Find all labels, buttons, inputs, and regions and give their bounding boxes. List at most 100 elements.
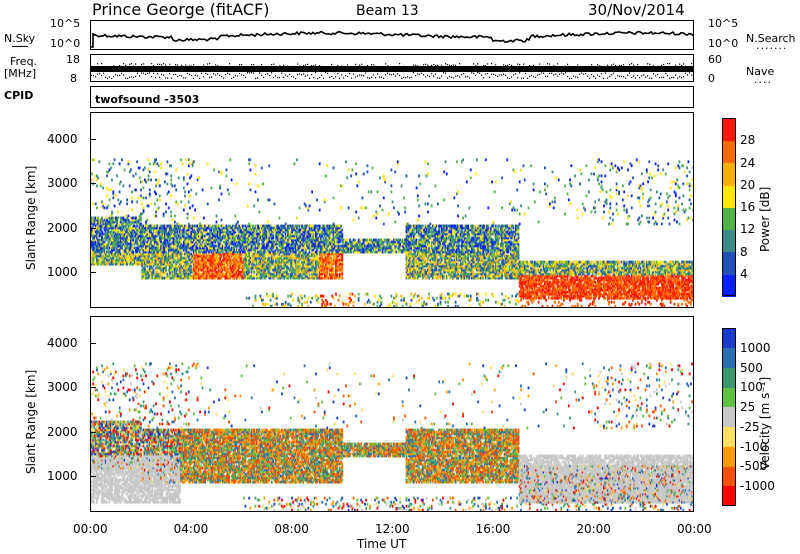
power-cell	[221, 260, 224, 264]
power-cell	[249, 228, 252, 232]
nave-dot	[193, 77, 195, 79]
power-cell	[167, 272, 170, 276]
power-cell	[327, 236, 330, 240]
power-cell	[216, 234, 219, 238]
power-cell	[148, 162, 151, 166]
power-cell	[264, 258, 267, 262]
power-cell	[145, 274, 147, 278]
power-cell	[171, 256, 174, 260]
power-cell	[167, 244, 170, 248]
power-cell	[267, 242, 269, 246]
power-cell	[117, 260, 120, 264]
power-cell	[284, 256, 287, 260]
nave-dot	[399, 74, 401, 77]
power-cell	[157, 230, 160, 234]
power-cell	[170, 264, 173, 268]
power-cell	[281, 248, 283, 252]
power-cell	[179, 232, 181, 236]
power-cell	[330, 236, 332, 240]
power-cell	[113, 234, 116, 238]
power-cell	[125, 260, 127, 264]
power-cell	[131, 246, 134, 250]
power-cell	[304, 230, 307, 234]
power-cell	[99, 218, 102, 222]
power-cell	[313, 226, 316, 230]
power-cell	[112, 240, 115, 244]
power-cell	[332, 274, 335, 278]
power-cell	[245, 230, 248, 234]
power-cell	[311, 252, 313, 256]
power-cell	[335, 256, 337, 260]
power-cell	[294, 244, 297, 248]
power-cell	[218, 268, 220, 272]
power-cell	[122, 220, 125, 224]
power-cell	[155, 162, 157, 166]
power-cell	[116, 234, 118, 238]
power-cell	[141, 248, 144, 252]
power-cell	[151, 244, 154, 248]
nsky-legend-line	[12, 46, 28, 47]
power-cell	[140, 258, 142, 262]
power-cell	[328, 276, 331, 280]
power-cell	[142, 274, 145, 278]
nave-dot	[137, 72, 139, 74]
power-cell	[321, 272, 324, 276]
power-cell	[127, 250, 130, 254]
power-cell	[158, 252, 161, 256]
power-cell	[234, 250, 237, 254]
power-cell	[140, 242, 142, 246]
power-cell	[252, 304, 254, 307]
power-cell	[229, 262, 232, 266]
power-cell	[160, 274, 162, 278]
power-cell	[258, 228, 261, 232]
power-cell	[99, 228, 102, 232]
power-cell	[235, 240, 238, 244]
power-cell	[283, 250, 286, 254]
power-cell	[250, 266, 253, 270]
power-cell	[132, 252, 135, 256]
power-cell	[96, 248, 98, 252]
power-cell	[180, 158, 183, 162]
power-cell	[258, 250, 261, 254]
power-cell	[172, 224, 175, 228]
power-cell	[150, 270, 152, 274]
power-cell	[278, 252, 281, 256]
power-cell	[257, 198, 259, 202]
power-cell	[108, 258, 111, 262]
power-cell	[262, 250, 264, 254]
freq-dot	[613, 63, 615, 65]
power-cell	[284, 270, 287, 274]
power-cell	[132, 240, 135, 244]
power-cell	[221, 274, 224, 278]
power-cell	[244, 224, 247, 228]
power-cell	[231, 270, 234, 274]
power-cell	[101, 238, 103, 242]
power-cell	[333, 252, 336, 256]
power-cell	[287, 252, 290, 256]
power-cell	[112, 252, 115, 256]
power-cell	[323, 200, 326, 204]
power-cell	[259, 238, 262, 242]
power-cell	[91, 252, 93, 256]
power-cell	[320, 250, 322, 254]
power-cell	[180, 256, 183, 260]
nave-dot	[671, 77, 673, 79]
power-cell	[138, 222, 141, 226]
power-cell	[118, 242, 121, 246]
power-cell	[140, 254, 142, 258]
power-cell	[136, 236, 139, 240]
power-cell	[208, 236, 210, 240]
power-cell	[321, 226, 324, 230]
power-cell	[303, 258, 306, 262]
power-cell	[249, 248, 252, 252]
power-cell	[195, 238, 198, 242]
power-cell	[182, 232, 185, 236]
power-cell	[185, 274, 188, 278]
power-cell	[281, 272, 283, 276]
power-cell	[156, 208, 159, 212]
power-cell	[137, 216, 140, 220]
power-cell	[180, 252, 183, 256]
power-cell	[209, 224, 212, 228]
power-cell	[215, 230, 218, 234]
power-cell	[106, 220, 108, 224]
